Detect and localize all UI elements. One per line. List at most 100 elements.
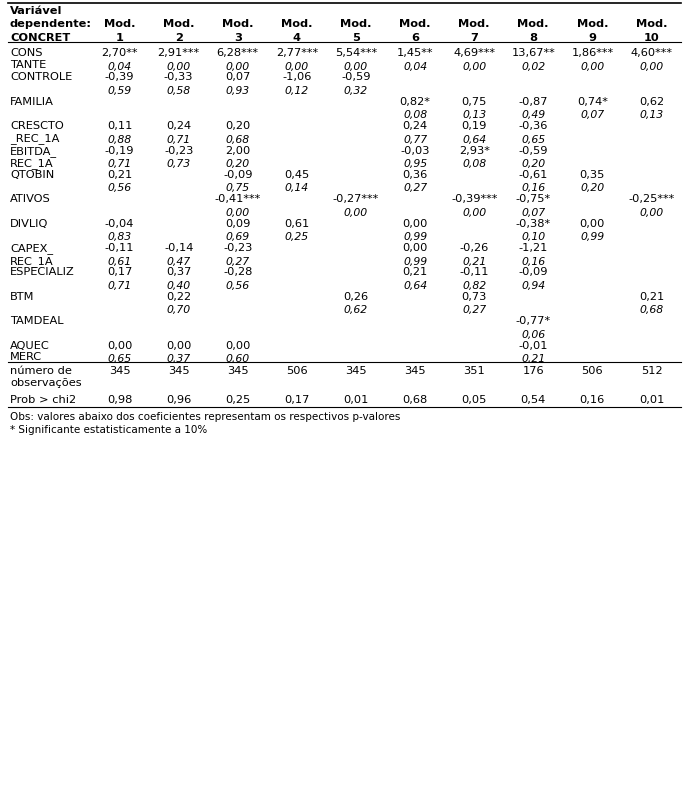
- Text: 2,70**: 2,70**: [101, 48, 138, 58]
- Text: 0,62: 0,62: [639, 96, 664, 107]
- Text: -0,61: -0,61: [519, 169, 548, 180]
- Text: 0,21: 0,21: [639, 291, 664, 301]
- Text: 0,69: 0,69: [225, 232, 250, 242]
- Text: 0,27: 0,27: [462, 305, 486, 315]
- Text: Mod.: Mod.: [340, 19, 372, 30]
- Text: 0,68: 0,68: [639, 305, 664, 315]
- Text: 8: 8: [530, 33, 537, 43]
- Text: 0,68: 0,68: [402, 394, 427, 404]
- Text: -0,41***: -0,41***: [214, 194, 261, 204]
- Text: 0,94: 0,94: [521, 281, 545, 291]
- Text: 0,19: 0,19: [462, 121, 487, 131]
- Text: 0,82: 0,82: [462, 281, 486, 291]
- Text: 2,91***: 2,91***: [158, 48, 200, 58]
- Text: 0,00: 0,00: [285, 62, 309, 71]
- Text: -1,21: -1,21: [519, 243, 548, 253]
- Text: 0,13: 0,13: [639, 110, 664, 120]
- Text: 7: 7: [470, 33, 478, 43]
- Text: -0,33: -0,33: [164, 72, 193, 83]
- Text: 0,02: 0,02: [521, 62, 545, 71]
- Text: 1: 1: [116, 33, 123, 43]
- Text: 0,07: 0,07: [225, 72, 251, 83]
- Text: -0,09: -0,09: [223, 169, 253, 180]
- Text: 0,20: 0,20: [225, 159, 250, 169]
- Text: Mod.: Mod.: [399, 19, 431, 30]
- Text: 3: 3: [234, 33, 242, 43]
- Text: -0,03: -0,03: [400, 145, 429, 156]
- Text: 512: 512: [640, 365, 662, 376]
- Text: 0,00: 0,00: [639, 208, 664, 218]
- Text: CONTROLE: CONTROLE: [10, 72, 72, 83]
- Text: 0,98: 0,98: [107, 394, 132, 404]
- Text: 0,21: 0,21: [462, 256, 486, 267]
- Text: número de
observações: número de observações: [10, 365, 82, 387]
- Text: 0,21: 0,21: [521, 353, 545, 364]
- Text: Mod.: Mod.: [458, 19, 490, 30]
- Text: -0,26: -0,26: [460, 243, 489, 253]
- Text: Mod.: Mod.: [577, 19, 608, 30]
- Text: 6,28***: 6,28***: [216, 48, 259, 58]
- Text: 0,00: 0,00: [580, 62, 604, 71]
- Text: Prob > chi2: Prob > chi2: [10, 394, 76, 404]
- Text: 0,74*: 0,74*: [577, 96, 608, 107]
- Text: 0,99: 0,99: [403, 232, 427, 242]
- Text: 0,22: 0,22: [166, 291, 191, 301]
- Text: Mod.: Mod.: [281, 19, 312, 30]
- Text: CONCRET: CONCRET: [10, 33, 71, 43]
- Text: 0,05: 0,05: [462, 394, 487, 404]
- Text: -0,23: -0,23: [223, 243, 253, 253]
- Text: 0,93: 0,93: [225, 86, 250, 96]
- Text: -0,25***: -0,25***: [628, 194, 675, 204]
- Text: 0,21: 0,21: [402, 267, 427, 277]
- Text: 345: 345: [404, 365, 426, 376]
- Text: 0,60: 0,60: [225, 353, 250, 364]
- Text: CAPEX_
REC_1A: CAPEX_ REC_1A: [10, 243, 53, 267]
- Text: 0,01: 0,01: [343, 394, 369, 404]
- Text: Obs: valores abaixo dos coeficientes representam os respectivos p-valores: Obs: valores abaixo dos coeficientes rep…: [10, 411, 400, 422]
- Text: 0,88: 0,88: [108, 135, 132, 145]
- Text: 0,07: 0,07: [521, 208, 545, 218]
- Text: 0,56: 0,56: [108, 183, 132, 194]
- Text: 0,75: 0,75: [225, 183, 250, 194]
- Text: 0,00: 0,00: [107, 340, 132, 350]
- Text: 0,37: 0,37: [166, 353, 190, 364]
- Text: 0,00: 0,00: [580, 218, 605, 229]
- Text: 1,45**: 1,45**: [397, 48, 434, 58]
- Text: ATIVOS: ATIVOS: [10, 194, 51, 204]
- Text: 0,08: 0,08: [403, 110, 427, 120]
- Text: 345: 345: [345, 365, 366, 376]
- Text: dependente:: dependente:: [10, 19, 92, 30]
- Text: 2,00: 2,00: [225, 145, 251, 156]
- Text: 2: 2: [175, 33, 183, 43]
- Text: 0,14: 0,14: [285, 183, 309, 194]
- Text: Mod.: Mod.: [104, 19, 136, 30]
- Text: 351: 351: [463, 365, 485, 376]
- Text: 0,20: 0,20: [521, 159, 545, 169]
- Text: -0,04: -0,04: [105, 218, 134, 229]
- Text: 10: 10: [644, 33, 660, 43]
- Text: -0,38*: -0,38*: [516, 218, 551, 229]
- Text: -0,87: -0,87: [519, 96, 548, 107]
- Text: 0,71: 0,71: [108, 281, 132, 291]
- Text: 0,73: 0,73: [462, 291, 487, 301]
- Text: 0,45: 0,45: [284, 169, 310, 180]
- Text: 345: 345: [227, 365, 249, 376]
- Text: 9: 9: [588, 33, 597, 43]
- Text: 0,00: 0,00: [166, 62, 190, 71]
- Text: 0,54: 0,54: [521, 394, 546, 404]
- Text: 0,26: 0,26: [343, 291, 369, 301]
- Text: 0,00: 0,00: [344, 208, 368, 218]
- Text: -0,11: -0,11: [460, 267, 489, 277]
- Text: 5: 5: [352, 33, 360, 43]
- Text: 0,99: 0,99: [403, 256, 427, 267]
- Text: 0,21: 0,21: [107, 169, 132, 180]
- Text: -1,06: -1,06: [282, 72, 312, 83]
- Text: 0,01: 0,01: [638, 394, 664, 404]
- Text: -0,59: -0,59: [341, 72, 371, 83]
- Text: 0,56: 0,56: [225, 281, 250, 291]
- Text: 0,77: 0,77: [403, 135, 427, 145]
- Text: 5,54***: 5,54***: [335, 48, 377, 58]
- Text: -0,19: -0,19: [105, 145, 134, 156]
- Text: 0,35: 0,35: [580, 169, 605, 180]
- Text: 0,00: 0,00: [225, 340, 251, 350]
